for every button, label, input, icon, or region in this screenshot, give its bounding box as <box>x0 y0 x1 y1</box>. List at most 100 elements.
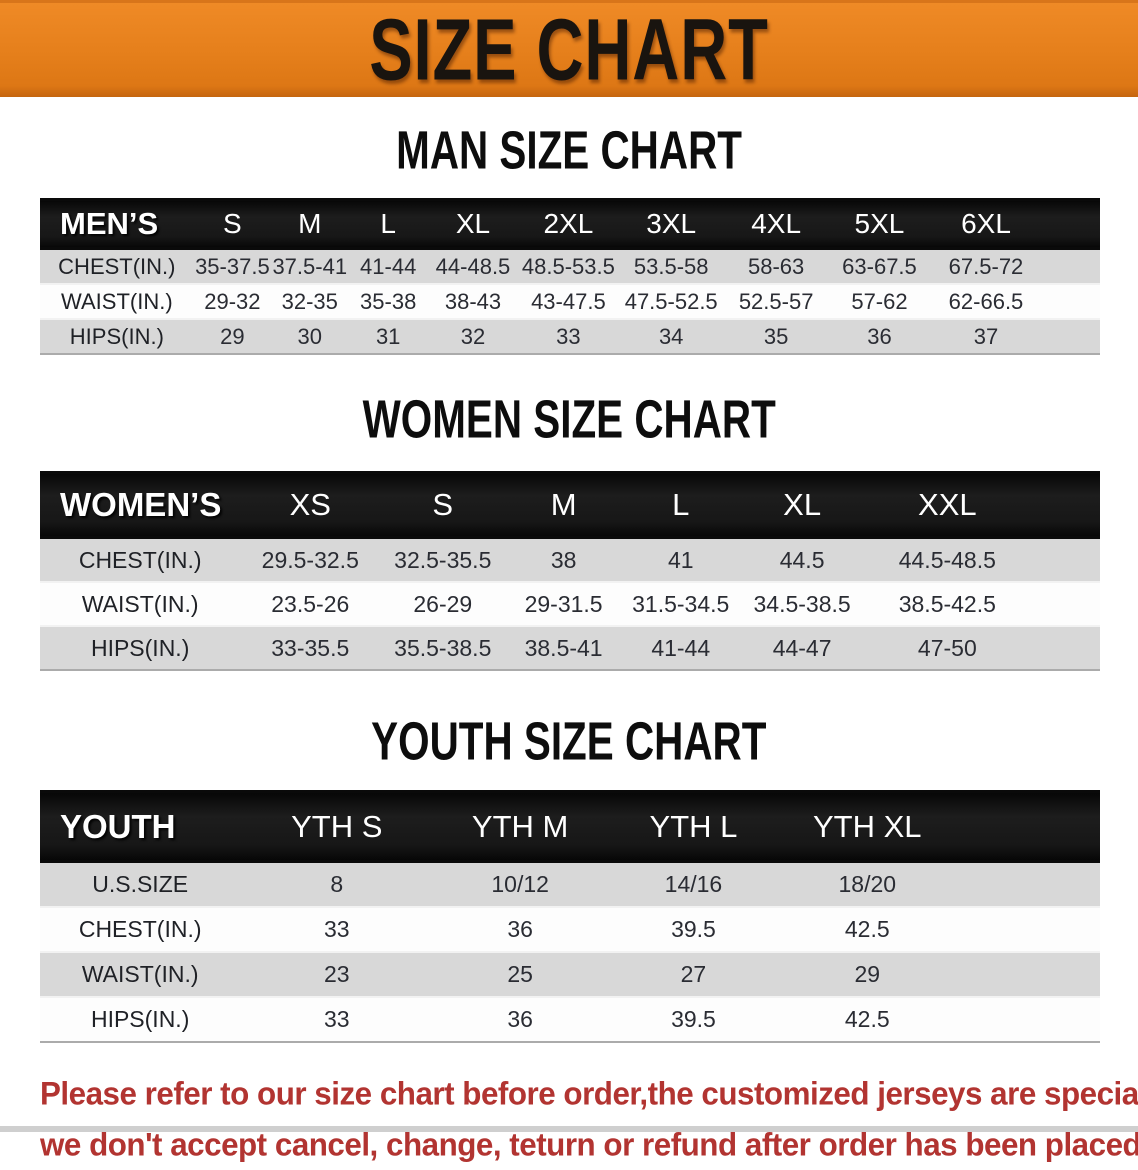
row-label: U.S.SIZE <box>92 871 189 897</box>
table-row: WAIST(IN.) 23.5-26 26-29 29-31.5 31.5-34.5 34… <box>40 582 1100 626</box>
size-value-cell: 67.5-72 <box>948 253 1024 279</box>
size-value-cell: 29 <box>854 961 881 987</box>
youth-section-heading: YOUTH SIZE CHART <box>0 713 1138 767</box>
size-value-cell: 31 <box>375 323 401 349</box>
size-value-cell: 42.5 <box>844 916 890 942</box>
table-header-row: MEN’S S M L XL 2XL 3XL 4XL 5XL 6XL <box>40 198 1100 250</box>
youth-table-wrap: YOUTH YTH S YTH M YTH L YTH XL U.S.SIZE 8 10/12… <box>40 790 1100 1043</box>
size-value-cell: 37 <box>973 323 999 349</box>
row-label: WAIST(IN.) <box>81 590 199 617</box>
size-value-cell: 52.5-57 <box>738 288 814 314</box>
size-value-cell: 32.5-35.5 <box>394 546 492 573</box>
size-value-cell: 44.5 <box>779 546 825 573</box>
row-label: CHEST(IN.) <box>58 253 176 279</box>
size-value-cell: 37.5-41 <box>272 253 348 279</box>
size-value-cell: 23 <box>323 961 350 987</box>
size-value-cell: 43-47.5 <box>531 288 606 314</box>
size-value-cell: 33 <box>556 323 581 349</box>
size-value-cell: 10/12 <box>491 871 549 897</box>
bottom-edge-strip <box>0 1126 1138 1132</box>
size-value-cell: 39.5 <box>671 916 716 942</box>
filler-cell <box>1042 319 1100 354</box>
filler-cell <box>954 790 1100 863</box>
size-value-cell: 33 <box>323 1006 350 1032</box>
size-value-cell: 26-29 <box>413 590 473 617</box>
table-row: WAIST(IN.) 29-32 32-35 35-38 38-43 43-47.5 47.… <box>40 284 1100 319</box>
size-value-cell: 30 <box>297 323 322 349</box>
mens-table-wrap: MEN’S S M L XL 2XL 3XL 4XL 5XL 6XL CHEST(IN.) 35-37… <box>40 198 1100 355</box>
disclaimer-line-1: Please refer to our size chart before or… <box>40 1075 1138 1112</box>
banner-title: SIZE CHART <box>369 0 769 99</box>
row-label: CHEST(IN.) <box>78 916 202 942</box>
row-label: HIPS(IN.) <box>90 1006 190 1032</box>
filler-cell <box>1030 471 1100 539</box>
size-value-cell: 38.5-41 <box>524 634 603 661</box>
size-value-cell: 35 <box>763 323 789 349</box>
size-value-cell: 41-44 <box>651 634 711 661</box>
column-header: 4XL <box>723 198 829 250</box>
table-row: U.S.SIZE 8 10/12 14/16 18/20 <box>40 861 1100 908</box>
column-header: 6XL <box>930 198 1042 250</box>
filler-cell <box>955 907 1100 952</box>
youth-size-table: YOUTH YTH S YTH M YTH L YTH XL U.S.SIZE 8 10/12… <box>40 790 1100 1043</box>
column-header: XS <box>240 471 381 539</box>
table-row: CHEST(IN.) 33 36 39.5 42.5 <box>40 907 1100 952</box>
youth-section-heading-text: YOUTH SIZE CHART <box>371 710 767 771</box>
column-header: XXL <box>864 471 1030 539</box>
filler-cell <box>955 862 1100 908</box>
size-value-cell: 29.5-32.5 <box>261 546 359 573</box>
table-row: HIPS(IN.) 33-35.5 35.5-38.5 38.5-41 41-44 44-… <box>40 626 1100 670</box>
size-value-cell: 62-66.5 <box>948 288 1024 314</box>
size-value-cell: 39.5 <box>671 1006 716 1032</box>
column-header: XL <box>427 198 519 250</box>
man-section-heading-text: MAN SIZE CHART <box>396 119 742 180</box>
filler-cell <box>1041 198 1100 250</box>
row-label: CHEST(IN.) <box>78 546 202 573</box>
size-value-cell: 23.5-26 <box>271 590 350 617</box>
size-value-cell: 63-67.5 <box>842 253 917 279</box>
column-header: 5XL <box>828 198 931 250</box>
size-value-cell: 47.5-52.5 <box>624 288 718 314</box>
size-value-cell: 44-47 <box>772 634 832 661</box>
size-value-cell: 41 <box>667 546 694 573</box>
filler-cell <box>1030 582 1100 626</box>
table-row: WAIST(IN.) 23 25 27 29 <box>40 952 1100 997</box>
column-header: YTH XL <box>779 790 955 863</box>
row-label: HIPS(IN.) <box>90 634 190 661</box>
size-chart-banner: SIZE CHART <box>0 0 1138 97</box>
size-value-cell: 36 <box>507 1006 533 1032</box>
column-header: 2XL <box>518 198 619 250</box>
size-value-cell: 32-35 <box>281 288 338 314</box>
size-value-cell: 32 <box>460 323 486 349</box>
column-header: YTH M <box>433 790 608 863</box>
filler-cell <box>955 952 1100 997</box>
row-label: WAIST(IN.) <box>81 961 199 987</box>
column-header: XL <box>739 471 865 539</box>
womens-table-wrap: WOMEN’S XS S M L XL XXL CHEST(IN.) 29.5-32.5 32.5… <box>40 471 1100 671</box>
size-value-cell: 38 <box>550 546 577 573</box>
size-value-cell: 38-43 <box>444 288 502 314</box>
size-value-cell: 29-31.5 <box>524 590 603 617</box>
table-corner-label: MEN’S <box>40 198 194 250</box>
size-value-cell: 29-32 <box>204 288 261 314</box>
table-row: CHEST(IN.) 35-37.5 37.5-41 41-44 44-48.5 48.5… <box>40 248 1100 284</box>
column-header: M <box>271 198 349 250</box>
size-value-cell: 44.5-48.5 <box>898 546 996 573</box>
size-value-cell: 47-50 <box>917 634 977 661</box>
womens-size-table: WOMEN’S XS S M L XL XXL CHEST(IN.) 29.5-32.5 32.5… <box>40 471 1100 671</box>
size-value-cell: 48.5-53.5 <box>521 253 615 279</box>
size-value-cell: 34.5-38.5 <box>753 590 851 617</box>
women-section-heading: WOMEN SIZE CHART <box>0 391 1138 445</box>
size-value-cell: 44-48.5 <box>435 253 511 279</box>
table-corner-label: YOUTH <box>40 790 241 863</box>
filler-cell <box>1030 626 1100 670</box>
table-header-row: WOMEN’S XS S M L XL XXL <box>40 471 1100 539</box>
column-header: S <box>380 471 506 539</box>
table-row: HIPS(IN.) 33 36 39.5 42.5 <box>40 997 1100 1042</box>
row-label: HIPS(IN.) <box>69 323 164 349</box>
table-corner-label: WOMEN’S <box>40 471 241 539</box>
column-header: YTH S <box>240 790 434 863</box>
women-section-heading-text: WOMEN SIZE CHART <box>362 388 776 449</box>
table-row: HIPS(IN.) 29 30 31 32 33 34 35 36 37 <box>40 319 1100 354</box>
